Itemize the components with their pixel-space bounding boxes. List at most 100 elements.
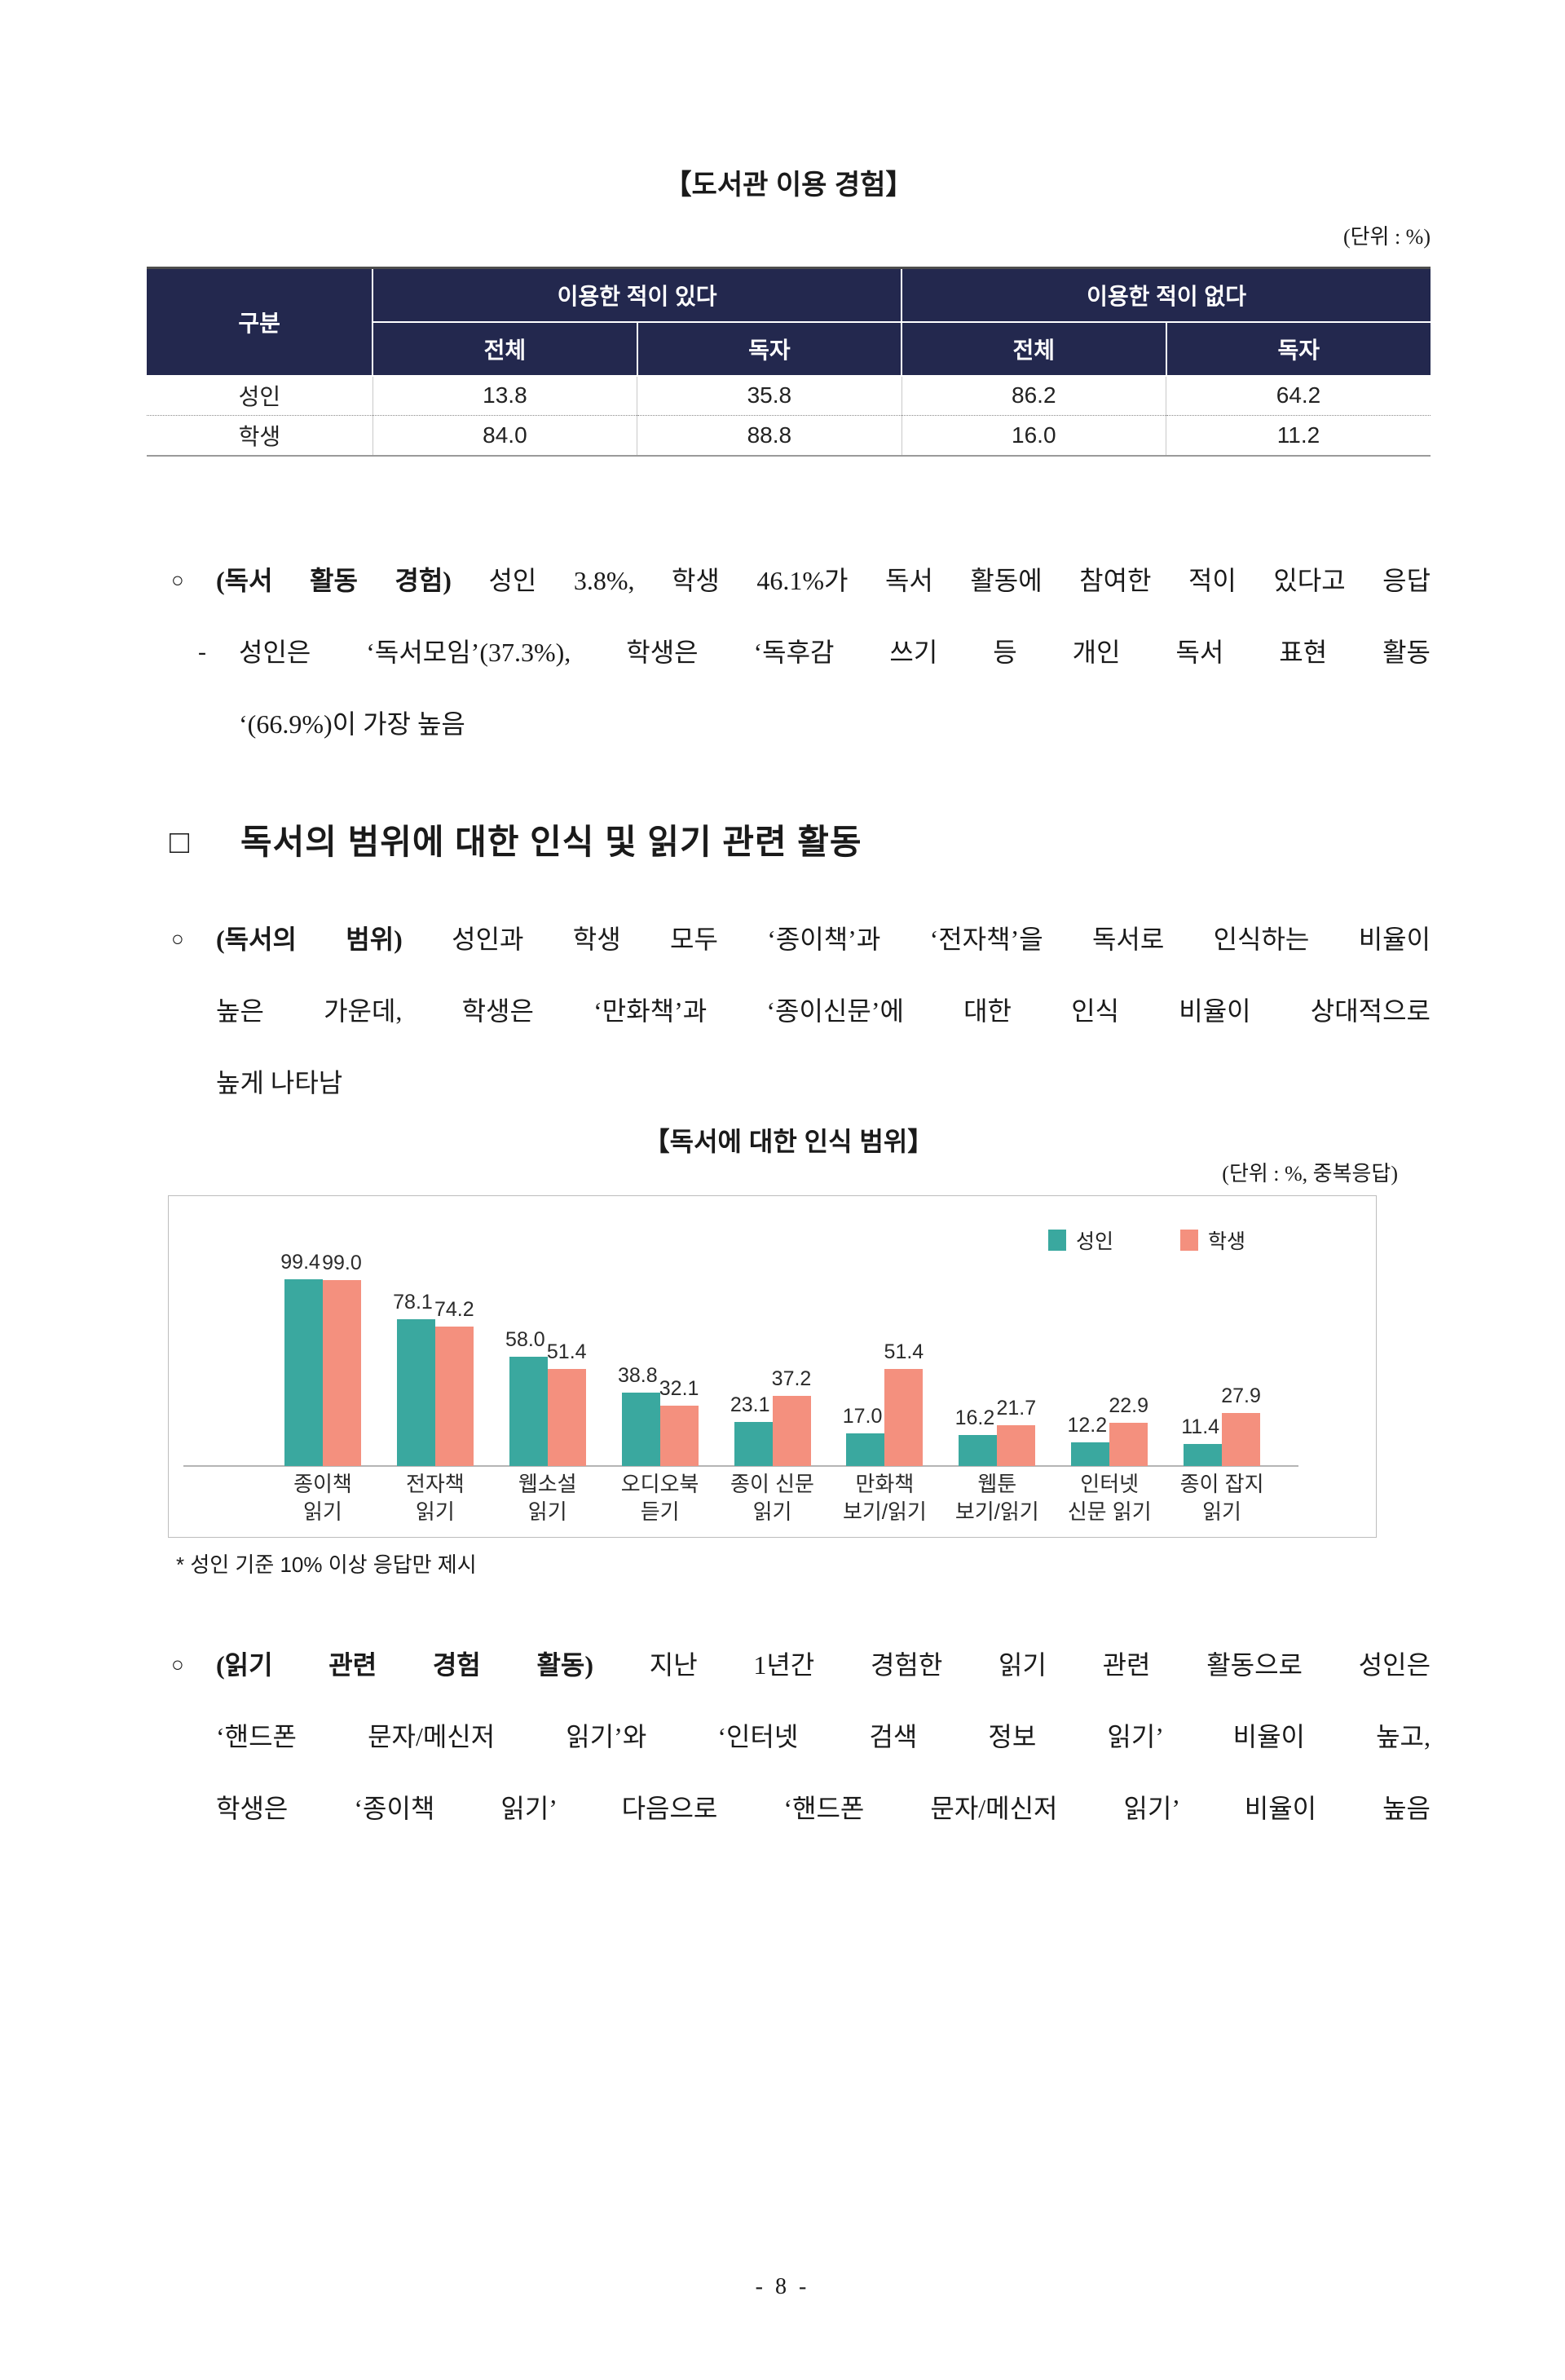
bar-pair: 16.2 21.7 — [955, 1398, 1036, 1466]
category-label-line: 보기/읽기 — [954, 1499, 1039, 1524]
bar-pair: 17.0 51.4 — [843, 1341, 924, 1466]
bullet-line: (읽기 관련 경험 활동) 지난 1년간 경험한 읽기 관련 활동으로 성인은 — [216, 1629, 1431, 1701]
bar-chart: 성인 학생 99.4 99.0 78.1 74.2 58.0 51.4 38.8 32.1 23… — [168, 1194, 1377, 1538]
bar-student — [1109, 1422, 1148, 1466]
bar-value-label-adult: 78.1 — [393, 1290, 433, 1314]
category-label-line: 전자책 — [405, 1471, 465, 1496]
bullet-text: 지난 1년간 경험한 읽기 관련 활동으로 성인은 — [649, 1649, 1431, 1680]
bullet-line: (독서 활동 경험) 성인 3.8%, 학생 46.1%가 독서 활동에 참여한… — [216, 545, 1431, 616]
bar-adult — [959, 1435, 998, 1466]
chart-footnote: * 성인 기준 10% 이상 응답만 제시 — [176, 1552, 477, 1577]
bullet-bold-label: (독서 활동 경험) — [216, 565, 452, 595]
bar-value-label-student: 21.7 — [996, 1396, 1037, 1420]
bar-pair: 38.8 32.1 — [618, 1365, 699, 1466]
bar-pair: 12.2 22.9 — [1068, 1395, 1148, 1466]
bar-value-label-student: 51.4 — [546, 1340, 587, 1364]
legend-item-adult: 성인 — [1047, 1225, 1113, 1255]
sub-header-total-2: 전체 — [901, 320, 1167, 377]
bullet-reading-experience: ○ (읽기 관련 경험 활동) 지난 1년간 경험한 읽기 관련 활동으로 성인… — [147, 1629, 1431, 1844]
bar-adult — [396, 1318, 435, 1466]
category-label-line: 신문 읽기 — [1067, 1499, 1152, 1524]
bar-group: 38.8 32.1 — [604, 1213, 716, 1466]
dash-bullet-marker: - — [198, 638, 206, 665]
bar-adult — [846, 1433, 885, 1466]
bullet-bold-label: (독서의 범위) — [216, 924, 403, 954]
category-label-line: 읽기 — [303, 1499, 342, 1524]
category-label: 종이 잡지 읽기 — [1166, 1470, 1278, 1526]
bar-group: 58.0 51.4 — [492, 1213, 604, 1466]
bullet-reading-scope: ○ (독서의 범위) 성인과 학생 모두 ‘종이책’과 ‘전자책’을 독서로 인… — [147, 903, 1431, 1119]
legend-swatch-student — [1179, 1229, 1198, 1251]
table-title: 【도서관 이용 경험】 — [663, 170, 914, 201]
circle-bullet-marker: ○ — [171, 1652, 184, 1676]
legend-label-adult: 성인 — [1075, 1230, 1113, 1253]
bar-adult — [621, 1393, 660, 1466]
bullet-text: 성인 3.8%, 학생 46.1%가 독서 활동에 참여한 적이 있다고 응답 — [488, 565, 1431, 595]
square-bullet-marker: □ — [170, 824, 191, 860]
row-label-student: 학생 — [147, 415, 373, 456]
bar-student — [1222, 1413, 1261, 1466]
sub-bullet-line-1: 성인은 ‘독서모임’(37.3%), 학생은 ‘독후감 쓰기 등 개인 독서 표… — [239, 637, 1431, 667]
bar-adult — [284, 1278, 323, 1466]
bar-value-label-student: 22.9 — [1109, 1393, 1149, 1417]
category-label-line: 만화책 — [855, 1471, 915, 1496]
category-label-line: 보기/읽기 — [842, 1499, 927, 1524]
category-label-line: 종이책 — [293, 1471, 352, 1496]
sub-header-reader-2: 독자 — [1165, 320, 1431, 377]
category-label-line: 읽기 — [752, 1499, 792, 1524]
bar-group: 78.1 74.2 — [379, 1213, 492, 1466]
category-label: 웹소설 읽기 — [492, 1470, 604, 1526]
table-cell: 16.0 — [901, 415, 1166, 456]
category-label-line: 듣기 — [640, 1499, 680, 1524]
bar-group: 23.1 37.2 — [716, 1213, 829, 1466]
bar-adult — [1184, 1444, 1223, 1466]
category-label-line: 웹툰 — [977, 1471, 1017, 1496]
bar-pair: 11.4 27.9 — [1181, 1385, 1261, 1466]
chart-plot: 99.4 99.0 78.1 74.2 58.0 51.4 38.8 32.1 23.1 37.2… — [267, 1213, 1278, 1466]
bar-value-label-adult: 99.4 — [280, 1250, 320, 1274]
row-label-adult: 성인 — [238, 384, 281, 410]
category-label-line: 웹소설 — [518, 1471, 577, 1496]
bar-student — [434, 1326, 474, 1466]
sub-bullet: - 성인은 ‘독서모임’(37.3%), 학생은 ‘독후감 쓰기 등 개인 독서… — [198, 616, 1431, 760]
group-header-not-used: 이용한 적이 없다 — [901, 267, 1431, 323]
page-content: 【도서관 이용 경험】 (단위 : %) 구분 이용한 적이 있다 이용한 적이… — [0, 167, 1565, 1844]
legend-item-student: 학생 — [1179, 1225, 1245, 1255]
bullet-line-3: 높게 나타남 — [216, 1067, 343, 1097]
bar-pair: 99.4 99.0 — [280, 1252, 362, 1466]
table-row-adult: 성인 13.8 35.8 86.2 64.2 — [147, 375, 1431, 416]
bar-value-label-adult: 23.1 — [730, 1393, 770, 1417]
bullet-reading-activity: ○ (독서 활동 경험) 성인 3.8%, 학생 46.1%가 독서 활동에 참… — [147, 545, 1431, 760]
bar-adult — [509, 1357, 548, 1466]
table-unit-label: (단위 : %) — [1342, 225, 1431, 249]
table-cell: 84.0 — [372, 415, 637, 456]
x-axis-line — [183, 1464, 1298, 1467]
bar-value-label-adult: 38.8 — [617, 1364, 658, 1388]
sub-header-reader-1: 독자 — [636, 320, 903, 377]
bar-value-label-adult: 58.0 — [505, 1328, 545, 1352]
table-cell: 86.2 — [901, 375, 1166, 416]
bar-group: 11.4 27.9 — [1166, 1213, 1278, 1466]
category-label-line: 인터넷 — [1080, 1471, 1140, 1496]
bar-value-label-student: 74.2 — [434, 1297, 474, 1321]
table-sub-header-row: 전체 독자 전체 독자 — [147, 320, 1431, 377]
page-number: - 8 - — [755, 2274, 810, 2299]
bar-value-label-adult: 11.4 — [1181, 1415, 1220, 1439]
bar-group: 12.2 22.9 — [1053, 1213, 1166, 1466]
category-label: 오디오북 듣기 — [604, 1470, 716, 1526]
circle-bullet-marker: ○ — [171, 926, 184, 951]
section-heading: □ 독서의 범위에 대한 인식 및 읽기 관련 활동 — [147, 819, 1431, 866]
category-label-line: 종이 신문 — [730, 1471, 814, 1496]
bar-student — [322, 1279, 361, 1466]
legend-swatch-adult — [1047, 1229, 1066, 1251]
table-cell: 64.2 — [1166, 375, 1431, 416]
bar-group: 16.2 21.7 — [941, 1213, 1053, 1466]
chart-legend: 성인 학생 — [1047, 1225, 1245, 1255]
bar-pair: 23.1 37.2 — [730, 1368, 811, 1466]
bullet-line-2: 높은 가운데, 학생은 ‘만화책’과 ‘종이신문’에 대한 인식 비율이 상대적… — [216, 996, 1431, 1026]
bar-student — [547, 1369, 586, 1466]
bullet-line: (독서의 범위) 성인과 학생 모두 ‘종이책’과 ‘전자책’을 독서로 인식하… — [216, 903, 1431, 975]
category-label: 전자책 읽기 — [379, 1470, 492, 1526]
